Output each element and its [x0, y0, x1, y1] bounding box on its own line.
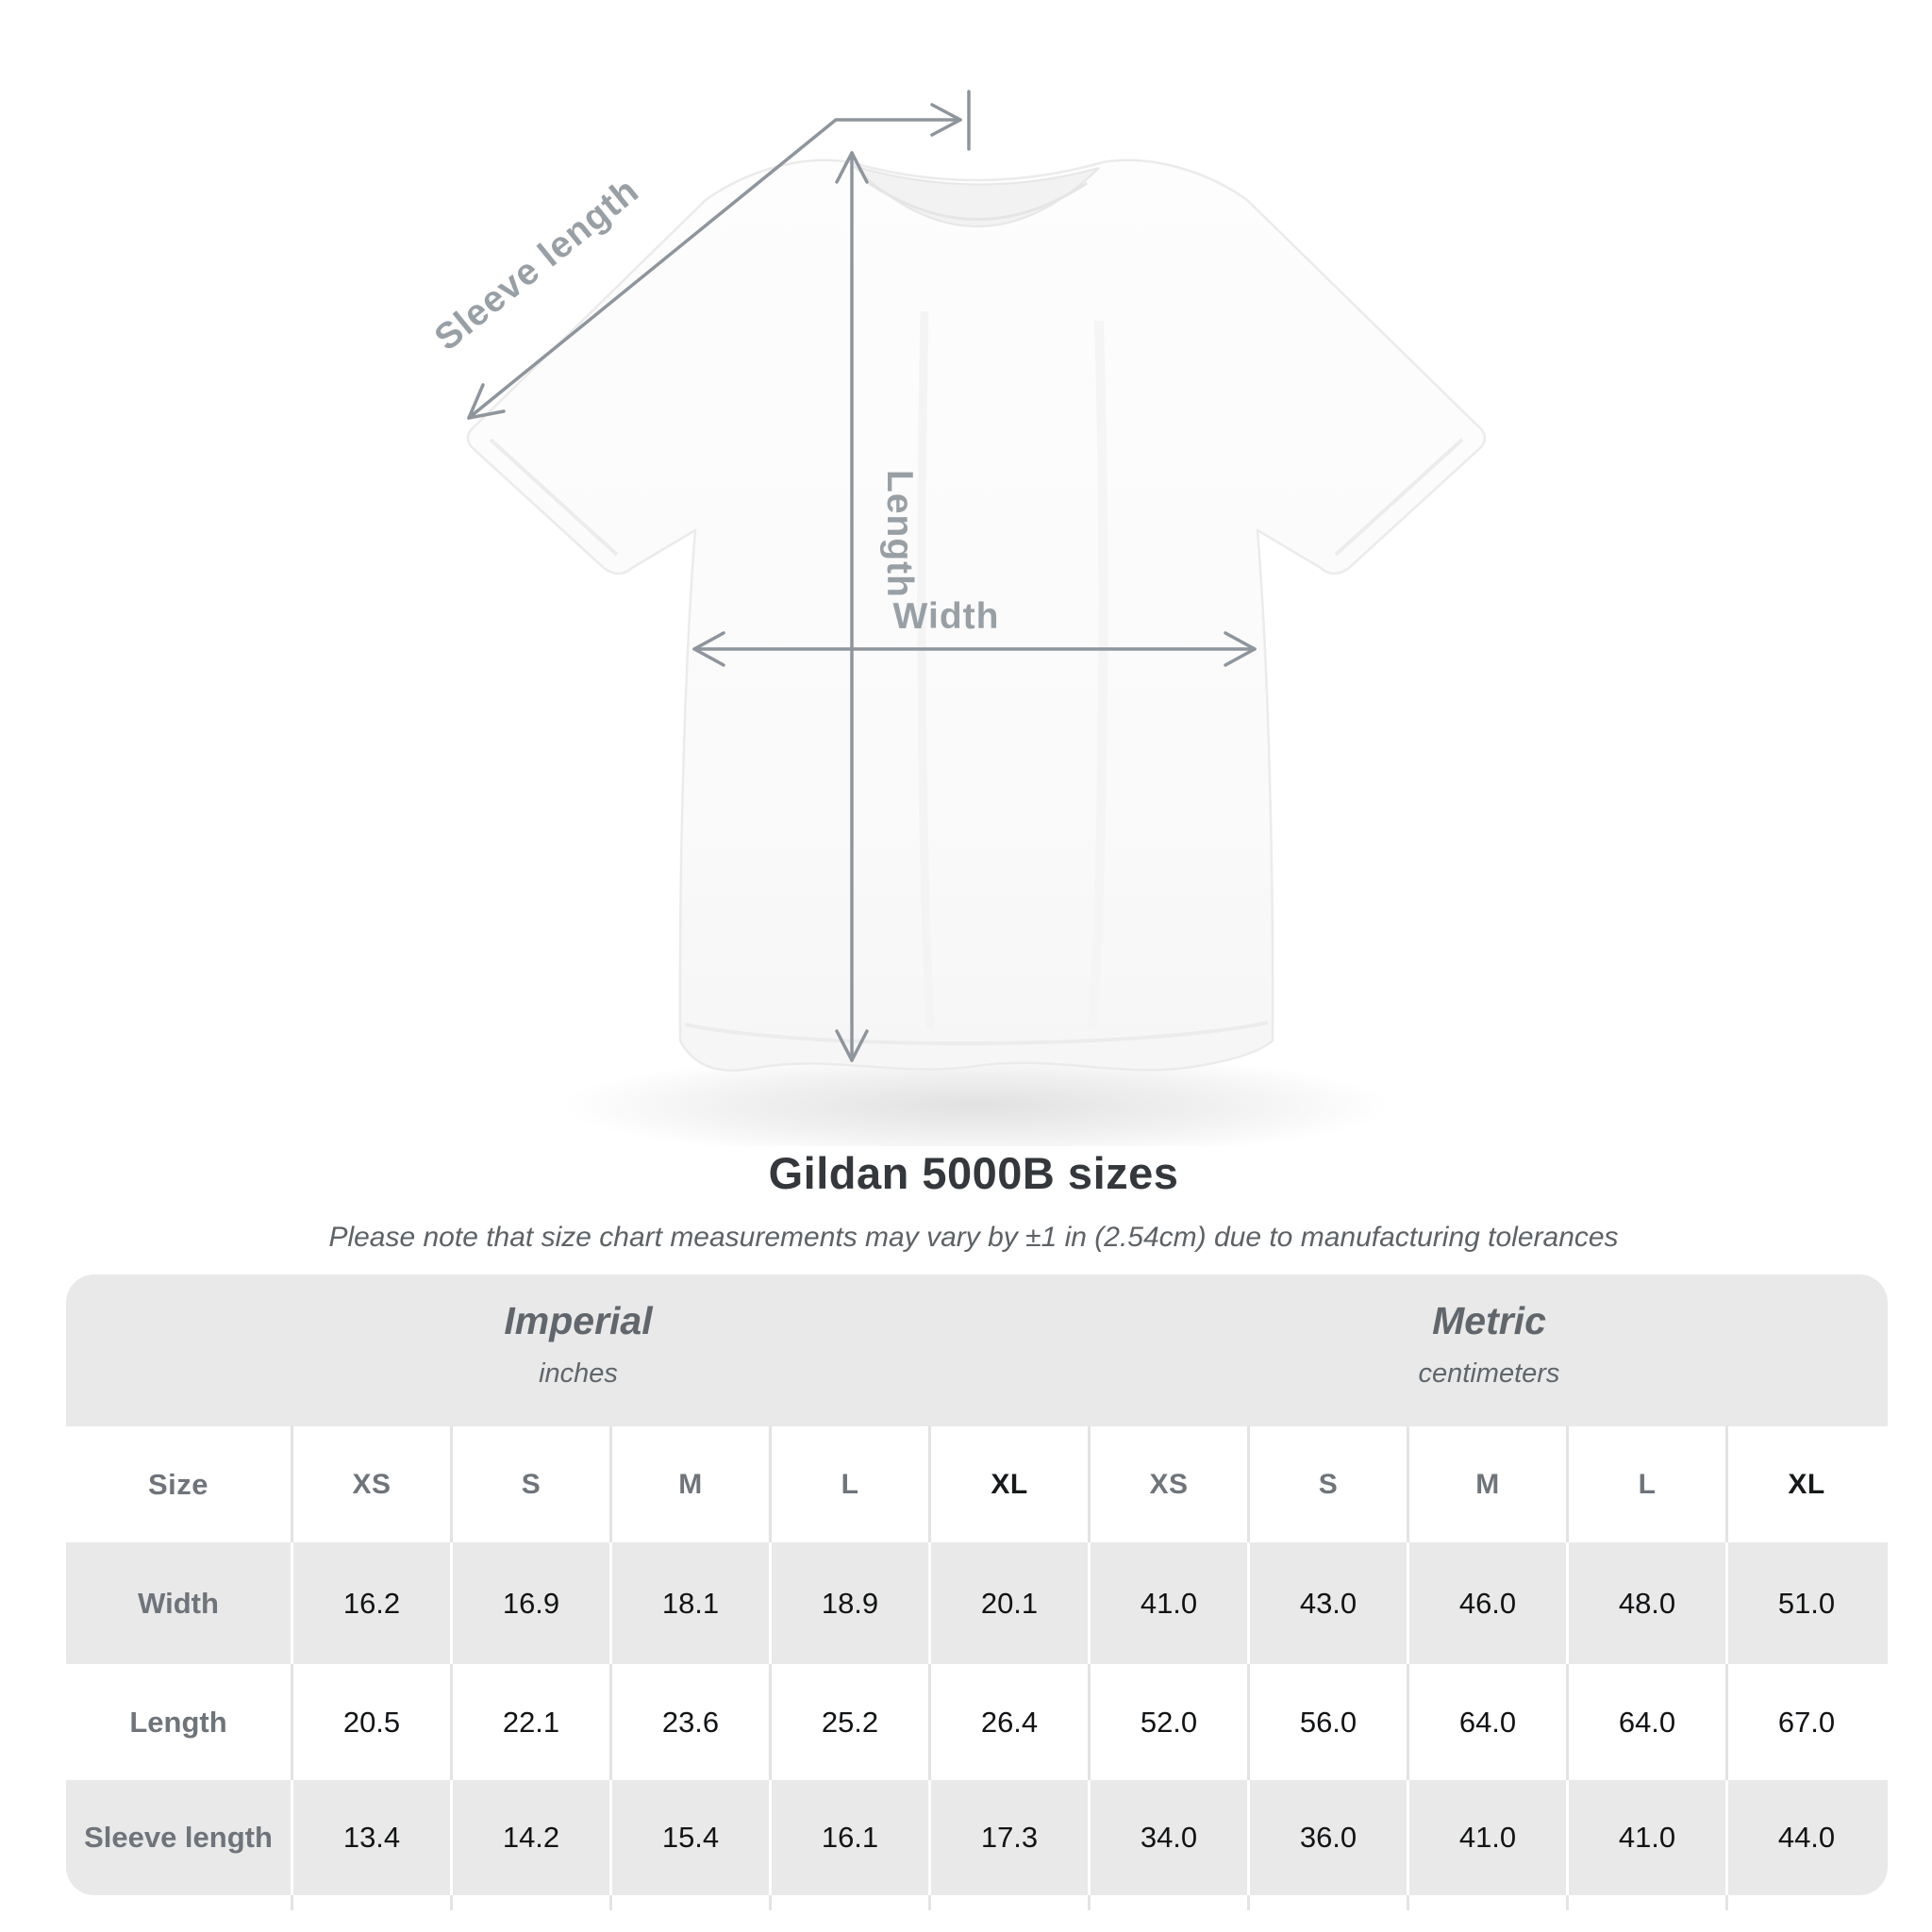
- row-label-length: Length: [66, 1664, 293, 1780]
- length-metric-l: 64.0: [1569, 1664, 1728, 1780]
- sleeve-metric-l: 41.0: [1569, 1780, 1728, 1895]
- tolerance-note: Please note that size chart measurements…: [328, 1222, 1619, 1253]
- sleeve-metric-m: 41.0: [1409, 1780, 1569, 1895]
- metric-size-m: M: [1409, 1426, 1569, 1542]
- divider-extension: [1091, 1895, 1250, 1910]
- width-arrow: [692, 631, 1257, 667]
- heading-block: Gildan 5000B sizes Please note that size…: [30, 1147, 1917, 1254]
- sleeve-metric-xl: 44.0: [1728, 1780, 1888, 1895]
- size-chart-table: Imperial inches Metric centimeters Size …: [66, 1274, 1888, 1910]
- metric-unit-label: centimeters: [1418, 1357, 1560, 1389]
- length-imperial-l: 25.2: [772, 1664, 931, 1780]
- divider-extension: [1409, 1895, 1569, 1910]
- width-metric-m: 46.0: [1409, 1542, 1569, 1664]
- length-imperial-xs: 20.5: [293, 1664, 453, 1780]
- page-title: Gildan 5000B sizes: [768, 1148, 1179, 1198]
- imperial-size-s: S: [453, 1426, 612, 1542]
- length-imperial-xl: 26.4: [931, 1664, 1091, 1780]
- metric-size-l: L: [1569, 1426, 1728, 1542]
- width-imperial-xl: 20.1: [931, 1542, 1091, 1664]
- imperial-label: Imperial: [504, 1298, 653, 1342]
- imperial-size-l: L: [772, 1426, 931, 1542]
- tshirt-measurement-diagram: Sleeve length Length Width: [427, 90, 1487, 1146]
- sleeve-metric-xs: 34.0: [1091, 1780, 1250, 1895]
- width-metric-xl: 51.0: [1728, 1542, 1888, 1664]
- width-imperial-xs: 16.2: [293, 1542, 453, 1664]
- hem-seam: [684, 1021, 1269, 1046]
- width-imperial-s: 16.9: [453, 1542, 612, 1664]
- width-metric-l: 48.0: [1569, 1542, 1728, 1664]
- length-imperial-s: 22.1: [453, 1664, 612, 1780]
- row-label-width: Width: [66, 1542, 293, 1664]
- imperial-size-m: M: [612, 1426, 772, 1542]
- sleeve-imperial-s: 14.2: [453, 1780, 612, 1895]
- metric-size-xs: XS: [1091, 1426, 1250, 1542]
- divider-extension: [1728, 1895, 1888, 1910]
- metric-label: Metric: [1432, 1298, 1546, 1342]
- divider-extension: [66, 1895, 293, 1910]
- imperial-size-xs: XS: [293, 1426, 453, 1542]
- length-label: Length: [879, 470, 920, 598]
- divider-extension: [931, 1895, 1091, 1910]
- metric-band: Metric centimeters: [1091, 1274, 1888, 1426]
- width-imperial-m: 18.1: [612, 1542, 772, 1664]
- sleeve-imperial-l: 16.1: [772, 1780, 931, 1895]
- divider-extension: [1250, 1895, 1409, 1910]
- divider-extension: [1569, 1895, 1728, 1910]
- divider-extension: [612, 1895, 772, 1910]
- collar-seam: [865, 179, 1088, 221]
- collar-opening: [853, 165, 1100, 227]
- length-metric-s: 56.0: [1250, 1664, 1409, 1780]
- imperial-unit-label: inches: [539, 1357, 618, 1389]
- size-column-header: Size: [66, 1426, 293, 1542]
- right-cuff-seam: [1334, 438, 1464, 557]
- imperial-band: Imperial inches: [66, 1274, 1091, 1426]
- length-arrow: [835, 151, 869, 1062]
- tshirt-graphic: [466, 158, 1487, 1072]
- width-metric-xs: 41.0: [1091, 1542, 1250, 1664]
- shirt-shadow: [561, 1051, 1391, 1146]
- metric-size-s: S: [1250, 1426, 1409, 1542]
- sleeve-imperial-xl: 17.3: [931, 1780, 1091, 1895]
- length-metric-m: 64.0: [1409, 1664, 1569, 1780]
- metric-size-xl: XL: [1728, 1426, 1888, 1542]
- sleeve-metric-s: 36.0: [1250, 1780, 1409, 1895]
- imperial-size-xl: XL: [931, 1426, 1091, 1542]
- width-imperial-l: 18.9: [772, 1542, 931, 1664]
- divider-extension: [772, 1895, 931, 1910]
- length-imperial-m: 23.6: [612, 1664, 772, 1780]
- sleeve-length-arrow: [467, 90, 971, 420]
- body-fold-1: [917, 310, 935, 1029]
- row-label-sleeve-length: Sleeve length: [66, 1780, 293, 1895]
- width-label: Width: [893, 596, 1000, 637]
- length-metric-xl: 67.0: [1728, 1664, 1888, 1780]
- width-metric-s: 43.0: [1250, 1542, 1409, 1664]
- divider-extension: [453, 1895, 612, 1910]
- body-fold-2: [1088, 320, 1108, 1029]
- length-metric-xs: 52.0: [1091, 1664, 1250, 1780]
- sleeve-imperial-xs: 13.4: [293, 1780, 453, 1895]
- sleeve-imperial-m: 15.4: [612, 1780, 772, 1895]
- left-cuff-seam: [489, 438, 619, 557]
- divider-extension: [293, 1895, 453, 1910]
